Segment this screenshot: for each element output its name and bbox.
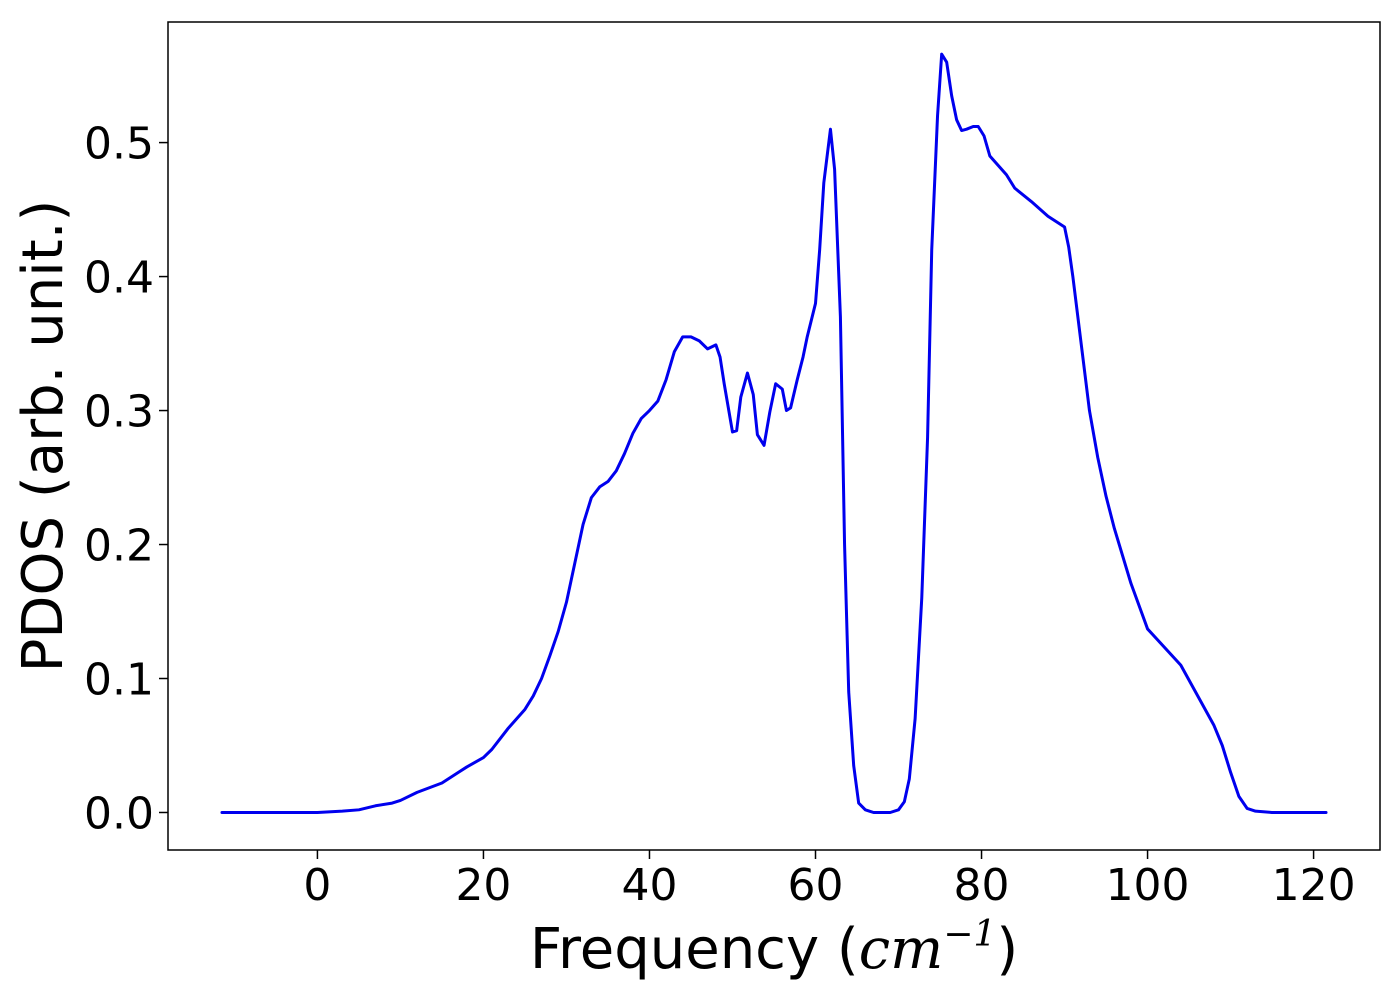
- x-tick-label: 40: [621, 860, 677, 911]
- y-axis-ticks: 0.0 0.1 0.2 0.3 0.4 0.5: [84, 119, 168, 839]
- x-axis-label-prefix: Frequency (: [530, 917, 859, 982]
- series-line: [220, 52, 1328, 814]
- y-axis-label: PDOS (arb. unit.): [11, 200, 76, 673]
- x-axis-label-suffix: ): [996, 917, 1018, 982]
- x-tick-label: 120: [1272, 860, 1356, 911]
- x-axis-ticks: 0 20 40 60 80 100 120: [303, 850, 1356, 911]
- y-tick-label: 0.1: [84, 655, 154, 706]
- x-tick-label: 100: [1106, 860, 1190, 911]
- y-tick-label: 0.5: [84, 119, 154, 170]
- y-tick-label: 0.2: [84, 521, 154, 572]
- x-tick-label: 60: [788, 860, 844, 911]
- x-tick-label: 0: [303, 860, 331, 911]
- y-tick-label: 0.0: [84, 788, 154, 839]
- plot-frame: [167, 21, 1381, 851]
- plot-area: [167, 21, 1381, 851]
- y-tick-label: 0.3: [84, 387, 154, 438]
- x-axis-label-unit: cm: [859, 917, 943, 982]
- x-tick-label: 80: [954, 860, 1010, 911]
- x-axis-label: Frequency (cm−1): [530, 914, 1018, 982]
- x-axis-label-exponent: −1: [943, 914, 996, 955]
- y-tick-label: 0.4: [84, 253, 154, 304]
- x-tick-label: 20: [455, 860, 511, 911]
